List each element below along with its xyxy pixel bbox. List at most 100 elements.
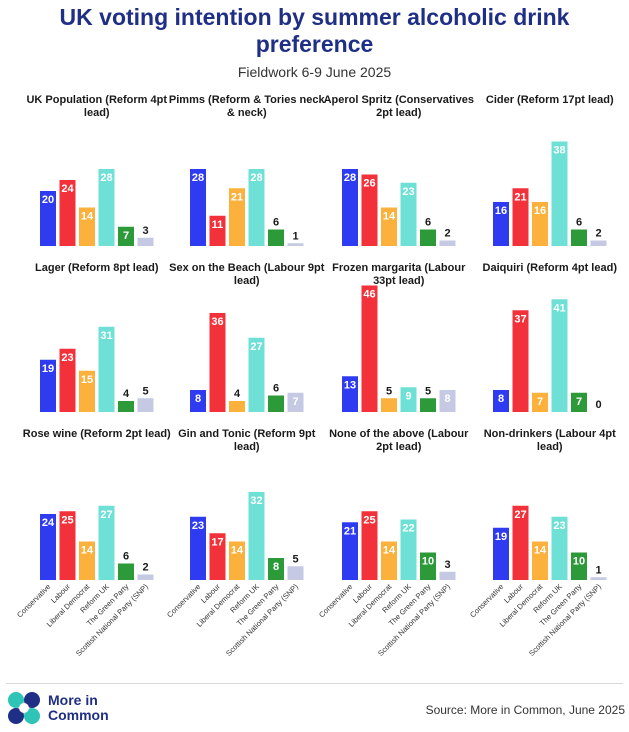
bar	[98, 505, 115, 580]
bar	[59, 511, 76, 580]
bar-value-label: 5	[425, 385, 431, 397]
bar	[361, 511, 378, 580]
bar	[248, 492, 265, 580]
bar	[118, 226, 134, 246]
bar	[532, 392, 548, 412]
bar	[493, 527, 509, 580]
bar	[209, 215, 226, 246]
panel-title: Aperol Spritz (Conservatives 2pt lead)	[324, 94, 474, 119]
bar-value-label: 1	[292, 230, 298, 242]
bar	[512, 310, 529, 412]
bar-value-label: 10	[573, 556, 585, 568]
panel: Lager (Reform 8pt lead) 19 23 15 31 4 5	[35, 262, 159, 412]
panel: Aperol Spritz (Conservatives 2pt lead) 28 2…	[324, 94, 474, 246]
panel: Gin and Tonic (Reform 9pt lead) 23 Conserva…	[165, 428, 316, 658]
bar-value-label: 22	[402, 523, 414, 535]
bar	[342, 169, 358, 246]
panel: Sex on the Beach (Labour 9pt lead) 8 36 4 27 6…	[169, 262, 325, 412]
panel-title: Lager (Reform 8pt lead)	[35, 262, 159, 274]
bar	[190, 169, 206, 246]
panel-title: UK Population (Reform 4pt lead)	[26, 94, 167, 119]
bar-value-label: 6	[425, 217, 431, 229]
bar-value-label: 23	[192, 520, 204, 532]
bar	[137, 574, 154, 580]
bar	[137, 398, 154, 412]
bar	[439, 390, 456, 412]
bar	[361, 174, 378, 246]
bar-value-label: 6	[123, 551, 129, 563]
bar-value-label: 21	[514, 191, 526, 203]
bar-value-label: 14	[81, 211, 94, 223]
chart-subtitle: Fieldwork 6-9 June 2025	[237, 64, 392, 80]
bar	[268, 395, 284, 412]
bar-value-label: 46	[363, 289, 375, 301]
bar	[532, 202, 548, 246]
bar	[420, 229, 436, 246]
bar-value-label: 8	[273, 561, 279, 573]
bar-value-label: 13	[344, 379, 356, 391]
panel: UK Population (Reform 4pt lead) 20 24 14 28 7 3	[26, 94, 167, 246]
bar-value-label: 7	[537, 396, 543, 408]
bar	[248, 169, 265, 246]
bar	[361, 285, 378, 412]
bar-value-label: 2	[595, 228, 601, 240]
panel: Frozen margarita (Labour 33pt lead) 13 46 5 9…	[332, 262, 466, 412]
footer-divider	[6, 683, 623, 684]
bar-value-label: 19	[42, 363, 54, 375]
bar	[512, 188, 529, 246]
panel-title: Sex on the Beach (Labour 9pt lead)	[169, 262, 325, 287]
bar-value-label: 3	[444, 559, 450, 571]
bar-value-label: 27	[250, 341, 262, 353]
panel-title: Frozen margarita (Labour 33pt lead)	[332, 262, 466, 287]
bar-value-label: 16	[534, 205, 546, 217]
bar-value-label: 6	[273, 217, 279, 229]
bar	[342, 376, 358, 412]
bar	[268, 558, 284, 580]
bar-value-label: 14	[534, 545, 547, 557]
bar	[287, 566, 304, 580]
bar	[59, 180, 76, 246]
bar	[590, 577, 607, 580]
bar-value-label: 21	[231, 191, 243, 203]
bar	[209, 313, 226, 412]
panel-title: None of the above (Labour 2pt lead)	[329, 428, 469, 453]
panel-title: Non-drinkers (Labour 4pt lead)	[484, 428, 616, 453]
bar	[381, 541, 397, 580]
panel-title: Pimms (Reform & Tories neck & neck)	[169, 94, 326, 119]
x-tick-label: Conservative	[317, 582, 354, 619]
bar	[287, 243, 304, 246]
panel-title: Rose wine (Reform 2pt lead)	[23, 428, 171, 440]
bar-value-label: 27	[514, 509, 526, 521]
bar-value-label: 25	[363, 514, 375, 526]
bar-value-label: 16	[495, 205, 507, 217]
bar-value-label: 6	[273, 383, 279, 395]
bar	[400, 519, 417, 580]
panel: Cider (Reform 17pt lead) 16 21 16 38 6 2	[486, 94, 614, 246]
bar	[79, 370, 95, 412]
bar	[79, 541, 95, 580]
bar	[137, 237, 154, 246]
bar-value-label: 9	[405, 390, 411, 402]
bar-value-label: 7	[576, 396, 582, 408]
x-tick-label: Conservative	[468, 582, 505, 619]
bar	[493, 202, 509, 246]
bar	[420, 552, 436, 580]
bar	[190, 390, 206, 412]
panel-title: Daiquiri (Reform 4pt lead)	[483, 262, 618, 274]
bar-value-label: 8	[195, 393, 201, 405]
bar-value-label: 31	[100, 330, 112, 342]
panel: Daiquiri (Reform 4pt lead) 8 37 7 41 7 0	[483, 262, 618, 412]
bar	[40, 514, 56, 580]
panel: Non-drinkers (Labour 4pt lead) 19 Conservat…	[468, 428, 616, 658]
bar	[287, 392, 304, 412]
bar-value-label: 36	[211, 316, 223, 328]
bar-value-label: 17	[211, 536, 223, 548]
bar	[420, 398, 436, 412]
bar-value-label: 41	[553, 302, 565, 314]
bar-value-label: 8	[498, 393, 504, 405]
bar	[40, 191, 56, 246]
bar-value-label: 19	[495, 531, 507, 543]
bar	[400, 387, 417, 412]
bar	[248, 337, 265, 412]
bar-value-label: 2	[444, 228, 450, 240]
